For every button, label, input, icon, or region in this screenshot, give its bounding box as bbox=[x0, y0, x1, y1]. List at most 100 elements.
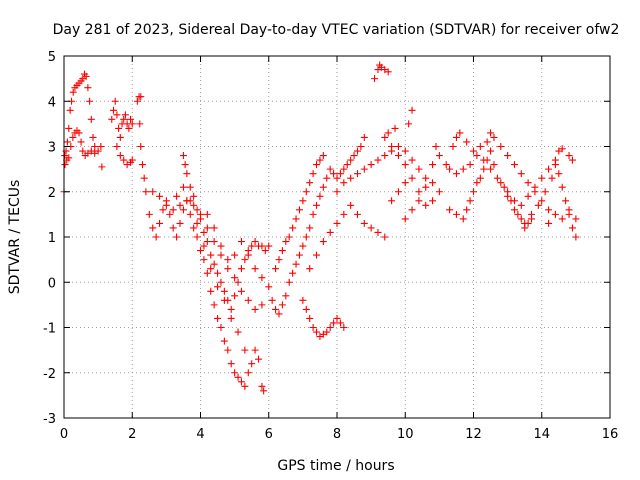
data-point bbox=[278, 301, 286, 309]
data-points bbox=[60, 61, 580, 395]
data-point bbox=[429, 161, 437, 169]
data-point bbox=[166, 210, 174, 218]
data-point bbox=[548, 174, 556, 182]
data-point bbox=[179, 183, 187, 191]
data-point bbox=[309, 170, 317, 178]
data-point bbox=[316, 156, 324, 164]
data-point bbox=[214, 269, 222, 277]
data-point bbox=[241, 256, 249, 264]
data-point bbox=[292, 260, 300, 268]
data-point bbox=[285, 278, 293, 286]
data-point bbox=[248, 360, 256, 368]
data-point bbox=[446, 165, 454, 173]
data-point bbox=[319, 152, 327, 160]
data-point bbox=[181, 161, 189, 169]
data-point bbox=[210, 238, 218, 246]
data-point bbox=[483, 138, 491, 146]
data-point bbox=[214, 283, 222, 291]
data-point bbox=[231, 292, 239, 300]
x-tick-label: 14 bbox=[533, 427, 550, 442]
data-point bbox=[173, 192, 181, 200]
data-point bbox=[313, 328, 321, 336]
data-point bbox=[299, 242, 307, 250]
data-point bbox=[237, 378, 245, 386]
data-point bbox=[381, 133, 389, 141]
y-tick-label: -2 bbox=[43, 367, 56, 382]
data-point bbox=[186, 210, 194, 218]
data-point bbox=[190, 201, 198, 209]
data-point bbox=[562, 197, 570, 205]
data-point bbox=[278, 247, 286, 255]
data-point bbox=[210, 301, 218, 309]
data-point bbox=[220, 287, 228, 295]
x-tick-label: 10 bbox=[397, 427, 414, 442]
y-tick-label: 2 bbox=[48, 186, 56, 201]
data-point bbox=[214, 314, 222, 322]
data-point bbox=[452, 210, 460, 218]
data-point bbox=[142, 188, 150, 196]
data-point bbox=[113, 143, 121, 150]
data-point bbox=[394, 152, 402, 160]
data-point bbox=[258, 274, 266, 282]
data-point bbox=[186, 197, 194, 205]
data-point bbox=[422, 183, 430, 191]
data-point bbox=[66, 106, 74, 114]
data-point bbox=[61, 161, 69, 169]
data-point bbox=[285, 233, 293, 241]
data-point bbox=[384, 68, 392, 76]
data-point bbox=[176, 201, 184, 209]
data-point bbox=[333, 314, 341, 322]
data-point bbox=[330, 319, 338, 327]
data-point bbox=[381, 233, 389, 241]
data-point bbox=[149, 188, 157, 196]
data-point bbox=[528, 210, 536, 218]
data-point bbox=[480, 156, 488, 164]
data-point bbox=[510, 161, 518, 169]
data-point bbox=[480, 165, 488, 173]
data-point bbox=[309, 210, 317, 218]
data-point bbox=[572, 215, 580, 223]
data-point bbox=[111, 97, 119, 105]
data-point bbox=[200, 228, 208, 236]
data-point bbox=[217, 324, 225, 331]
data-point bbox=[405, 120, 413, 128]
data-point bbox=[227, 305, 235, 313]
data-point bbox=[109, 106, 117, 114]
data-point bbox=[210, 260, 218, 268]
data-point bbox=[251, 265, 259, 273]
data-point bbox=[408, 106, 416, 114]
data-point bbox=[248, 242, 256, 250]
data-point bbox=[176, 219, 184, 227]
data-point bbox=[108, 115, 116, 123]
data-point bbox=[224, 346, 232, 354]
data-point bbox=[340, 179, 348, 187]
data-point bbox=[401, 161, 409, 169]
data-point bbox=[422, 174, 430, 182]
data-point bbox=[258, 382, 266, 390]
data-point bbox=[524, 179, 532, 187]
data-point bbox=[61, 152, 69, 160]
data-point bbox=[490, 161, 498, 169]
data-point bbox=[538, 197, 546, 205]
data-point bbox=[258, 242, 266, 250]
data-point bbox=[343, 161, 351, 169]
data-point bbox=[360, 165, 368, 173]
data-point bbox=[408, 206, 416, 214]
data-point bbox=[169, 224, 177, 232]
data-point bbox=[69, 133, 77, 141]
data-point bbox=[541, 188, 549, 196]
data-point bbox=[244, 296, 252, 304]
data-point bbox=[470, 147, 477, 155]
data-point bbox=[156, 192, 164, 200]
data-point bbox=[524, 192, 532, 200]
data-point bbox=[487, 129, 495, 137]
data-point bbox=[415, 165, 423, 173]
data-point bbox=[408, 174, 416, 182]
data-point bbox=[429, 179, 437, 187]
data-point bbox=[237, 265, 245, 273]
data-point bbox=[197, 247, 204, 255]
data-point bbox=[193, 206, 201, 214]
data-point bbox=[432, 143, 440, 150]
